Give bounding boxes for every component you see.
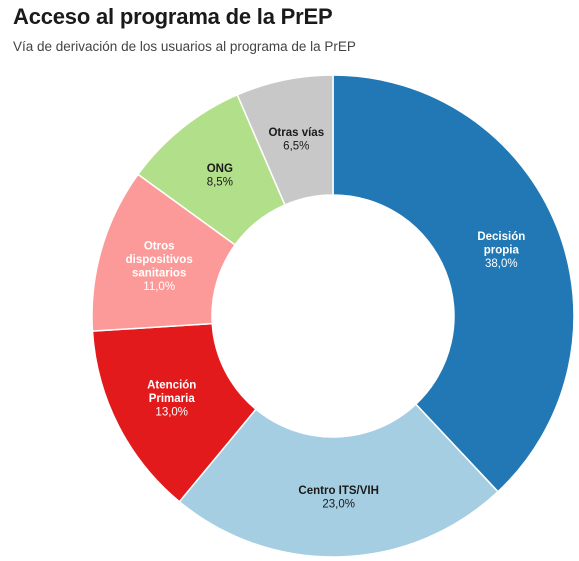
slice-name-line: Decisión [477, 231, 525, 243]
slice-name-line: Otras vías [268, 127, 324, 139]
slice-label-otras-vias: Otras vías 6,5% [268, 127, 324, 153]
slice-otras-vias[interactable] [236, 74, 334, 206]
slice-value: 23,0% [322, 499, 355, 511]
slice-name-line: Primaria [149, 393, 196, 405]
slice-label-atencion-primaria: Atención Primaria 13,0% [147, 380, 196, 419]
slice-name-line: Centro ITS/VIH [298, 485, 379, 497]
slice-label-otros-dispositivos-sanitarios: Otros dispositivos sanitarios 11,0% [126, 240, 193, 293]
slice-label-centro-its-vih: Centro ITS/VIH 23,0% [298, 485, 379, 511]
slice-name-line: Atención [147, 380, 196, 392]
slice-name-line: ONG [207, 163, 233, 175]
slice-value: 6,5% [283, 141, 309, 153]
chart-title: Acceso al programa de la PrEP [13, 4, 333, 29]
slice-name-line: sanitarios [132, 267, 186, 279]
slice-decision-propia[interactable] [332, 74, 575, 493]
slice-name-line: dispositivos [126, 254, 193, 266]
slice-name-line: Otros [144, 240, 175, 252]
slice-label-decision-propia: Decisión propia 38,0% [477, 231, 525, 270]
slice-centro-its-vih[interactable] [178, 403, 500, 558]
slice-value: 38,0% [485, 258, 518, 270]
slice-value: 13,0% [155, 407, 188, 419]
chart-subtitle: Vía de derivación de los usuarios al pro… [13, 39, 356, 54]
slice-label-ong: ONG 8,5% [207, 163, 233, 189]
slice-atencion-primaria[interactable] [91, 322, 257, 503]
slice-value: 8,5% [207, 176, 233, 188]
slice-name-line: propia [484, 244, 520, 256]
slice-value: 11,0% [143, 281, 175, 293]
